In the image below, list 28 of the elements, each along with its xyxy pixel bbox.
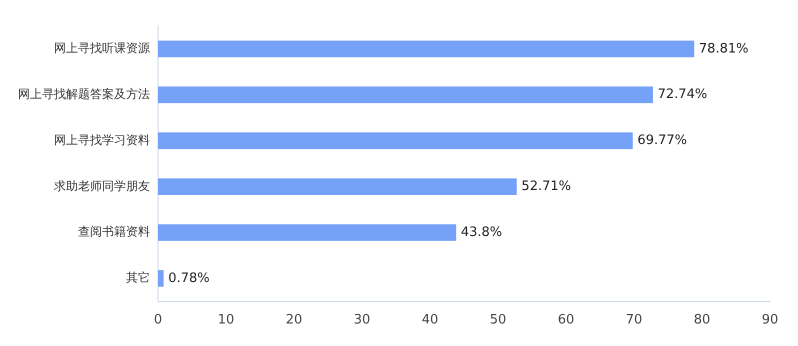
bar xyxy=(158,224,456,241)
y-tick-label: 查阅书籍资料 xyxy=(78,224,150,239)
data-label: 69.77% xyxy=(637,133,688,148)
bar xyxy=(158,178,517,195)
x-tick-label: 20 xyxy=(286,312,302,328)
bar xyxy=(158,132,633,150)
y-tick-label: 网上寻找解题答案及方法 xyxy=(18,86,150,101)
y-tick-label: 其它 xyxy=(126,270,150,285)
bar xyxy=(158,270,164,287)
data-label: 78.81% xyxy=(698,41,748,56)
x-tick-label: 30 xyxy=(354,312,370,328)
y-tick-label: 求助老师同学朋友 xyxy=(54,178,150,193)
x-tick-label: 90 xyxy=(762,312,778,328)
x-tick-label: 0 xyxy=(154,312,162,328)
data-label: 52.71% xyxy=(521,179,572,194)
bar xyxy=(158,40,694,58)
x-tick-label: 10 xyxy=(218,312,234,328)
y-tick-label: 网上寻找听课资源 xyxy=(54,41,150,56)
bar xyxy=(158,86,653,104)
x-tick-label: 40 xyxy=(422,312,438,328)
data-label: 43.8% xyxy=(460,224,502,240)
y-tick-label: 网上寻找学习资料 xyxy=(54,132,150,147)
data-label: 72.74% xyxy=(658,87,708,102)
x-tick-label: 80 xyxy=(694,312,710,328)
x-tick-label: 50 xyxy=(490,312,506,328)
x-tick-label: 70 xyxy=(626,312,642,328)
x-tick-label: 60 xyxy=(558,312,574,328)
data-label: 0.78% xyxy=(168,270,210,286)
